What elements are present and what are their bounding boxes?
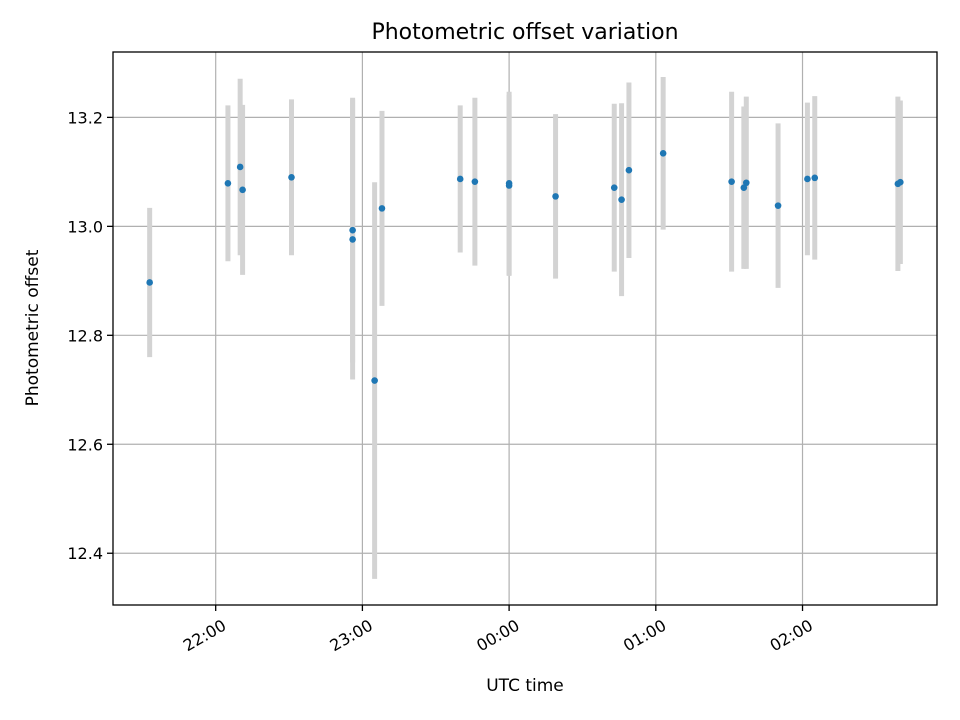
x-axis-label: UTC time — [486, 676, 564, 696]
data-point — [811, 174, 819, 182]
data-point — [349, 236, 356, 243]
data-point — [742, 179, 750, 187]
data-point — [288, 174, 295, 181]
y-axis-label: Photometric offset — [23, 249, 43, 406]
data-point — [804, 175, 811, 183]
x-tick-label: 01:00 — [620, 616, 669, 656]
axis-ticks: 22:00 23:00 00:00 01:00 02:00 12.4 12.6 12.8 13.… — [67, 108, 816, 655]
chart-title: Photometric offset variation — [371, 20, 678, 45]
data-point — [378, 205, 386, 212]
y-tick-label: 13.2 — [67, 108, 103, 127]
data-point — [456, 175, 464, 183]
y-tick-label: 12.4 — [67, 544, 103, 563]
data-point — [471, 178, 479, 185]
y-tick-label: 12.8 — [67, 326, 103, 345]
x-tick-label: 22:00 — [180, 616, 229, 656]
x-tick-label: 00:00 — [473, 616, 522, 656]
data-point — [618, 196, 625, 203]
y-tick-label: 13.0 — [67, 217, 103, 236]
data-point — [774, 202, 782, 209]
x-tick-label: 23:00 — [327, 616, 376, 656]
data-point — [146, 279, 153, 286]
data-point — [224, 180, 232, 187]
data-point — [236, 163, 244, 171]
data-point — [552, 193, 559, 200]
plot-frame — [112, 51, 938, 606]
error-bars — [147, 77, 903, 579]
data-point — [371, 377, 378, 384]
data-point — [239, 186, 246, 194]
x-tick-label: 02:00 — [767, 616, 816, 656]
data-point — [728, 178, 735, 185]
data-point — [740, 184, 748, 191]
data-points — [146, 150, 904, 384]
data-point — [349, 226, 356, 234]
data-point — [625, 166, 633, 174]
data-point — [505, 182, 513, 189]
y-tick-label: 12.6 — [67, 435, 103, 454]
data-point — [610, 184, 618, 191]
data-point — [897, 178, 904, 186]
data-point — [659, 150, 667, 157]
